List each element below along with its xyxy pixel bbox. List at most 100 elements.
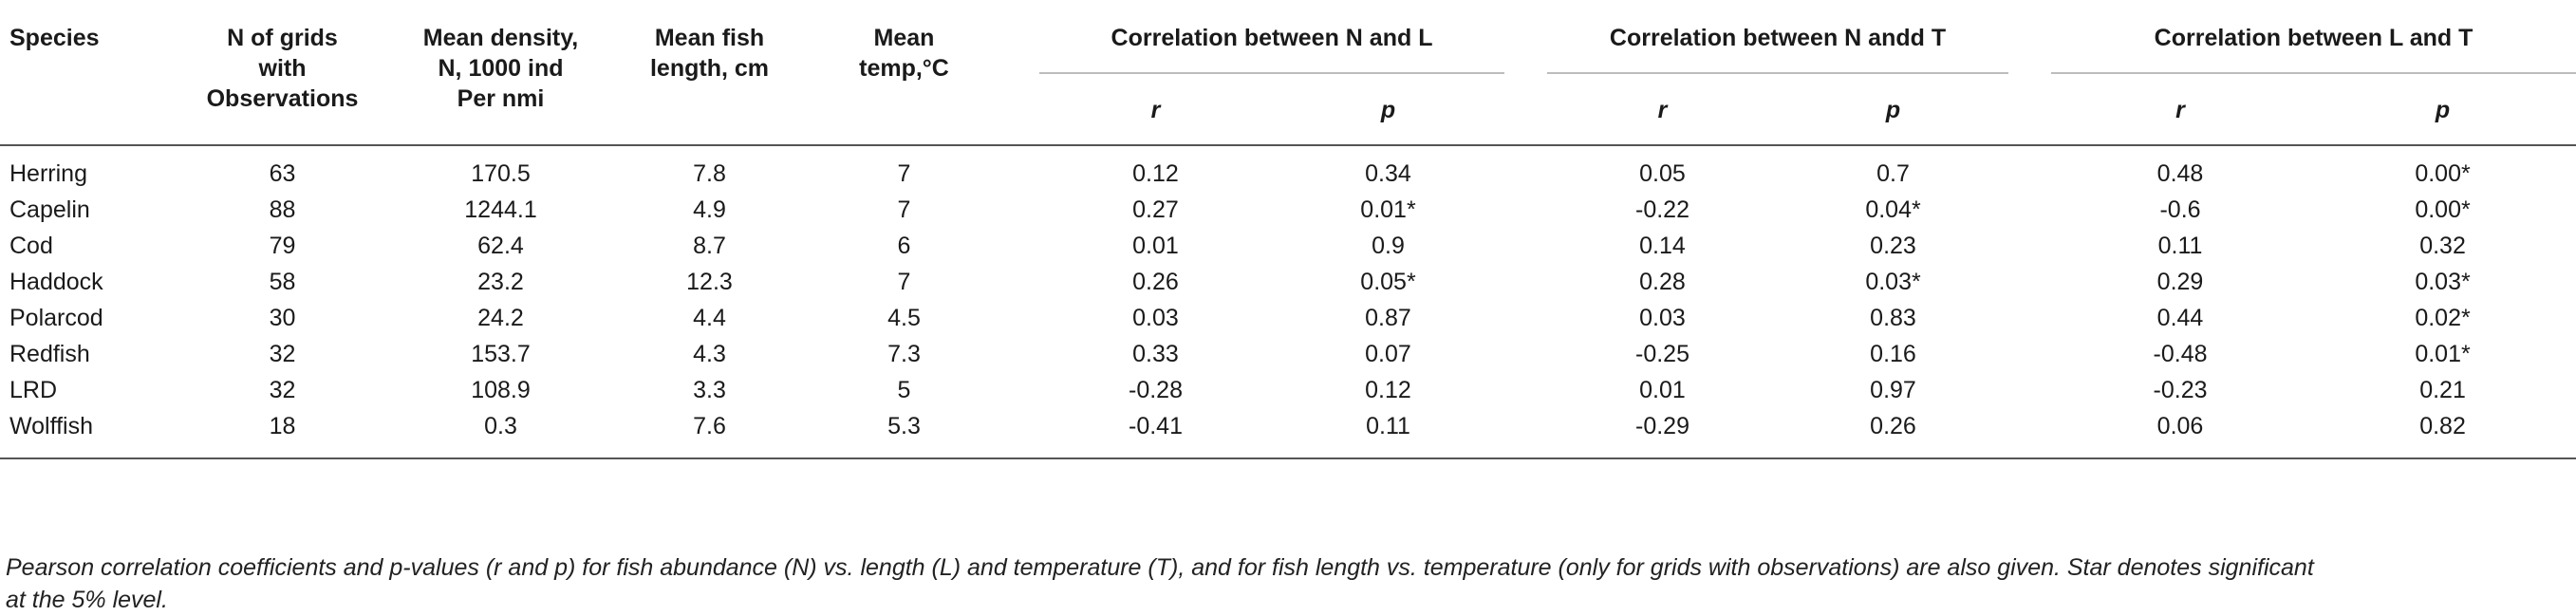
cell-nt-p: 0.03* <box>1865 269 1921 295</box>
cell-nl-r: 0.27 <box>1132 196 1179 223</box>
cell-nl-r: -0.28 <box>1129 377 1183 403</box>
cell-lt-p: 0.01* <box>2415 341 2471 367</box>
header-corr-n-l: Correlation between N and L <box>1111 25 1433 51</box>
cell-nt-p: 0.16 <box>1870 341 1916 367</box>
cell-nt-r: 0.03 <box>1639 305 1686 331</box>
header-lt-r: r <box>2175 97 2185 123</box>
cell-nt-r: -0.22 <box>1635 196 1689 223</box>
cell-lt-r: -0.48 <box>2153 341 2208 367</box>
cell-n-grids: 30 <box>269 305 296 331</box>
cell-n-grids: 58 <box>269 269 296 295</box>
cell-mean-length: 4.4 <box>693 305 726 331</box>
table-row: Haddock 58 23.2 12.3 7 0.26 0.05* 0.28 0.03* 0.29… <box>0 264 2576 300</box>
cell-mean-density: 0.3 <box>484 413 517 439</box>
table-row: LRD 32 108.9 3.3 5 -0.28 0.12 0.01 0.97 -0.23 0.21 <box>0 372 2576 408</box>
cell-mean-density: 62.4 <box>477 233 524 259</box>
cell-species: Herring <box>9 160 87 187</box>
cell-nl-r: 0.03 <box>1132 305 1179 331</box>
header-mean-length: Mean fish length, cm <box>649 25 769 82</box>
header-species: Species <box>9 25 100 51</box>
header-corr-n-t: Correlation between N andd T <box>1609 25 1947 51</box>
table-row: Herring 63 170.5 7.8 7 0.12 0.34 0.05 0.7 0.48 0.0… <box>0 145 2576 192</box>
table-row: Polarcod 30 24.2 4.4 4.5 0.03 0.87 0.03 0.83 0.44… <box>0 300 2576 336</box>
cell-nt-r: 0.14 <box>1639 233 1686 259</box>
cell-species: Haddock <box>9 269 103 295</box>
cell-n-grids: 32 <box>269 377 296 403</box>
cell-lt-p: 0.32 <box>2419 233 2466 259</box>
cell-mean-temp: 7 <box>897 160 911 187</box>
cell-lt-r: 0.48 <box>2156 160 2204 187</box>
cell-nt-p: 0.04* <box>1865 196 1921 223</box>
cell-nl-r: 0.12 <box>1132 160 1179 187</box>
cell-lt-r: -0.6 <box>2159 196 2201 223</box>
cell-n-grids: 18 <box>269 413 296 439</box>
cell-nl-r: 0.26 <box>1132 269 1179 295</box>
cell-mean-temp: 5.3 <box>887 413 921 439</box>
table-row: Wolffish 18 0.3 7.6 5.3 -0.41 0.11 -0.29 0.26 0.0… <box>0 408 2576 444</box>
table-body: Herring 63 170.5 7.8 7 0.12 0.34 0.05 0.7 0.48 0.0… <box>0 145 2576 459</box>
table-header: Species N of grids with Observations Mea… <box>0 0 2576 146</box>
header-n-grids: N of grids with Observations <box>206 25 359 112</box>
cell-mean-density: 108.9 <box>471 377 531 403</box>
cell-nt-p: 0.7 <box>1876 160 1910 187</box>
cell-n-grids: 63 <box>269 160 296 187</box>
cell-lt-r: -0.23 <box>2153 377 2208 403</box>
cell-species: Cod <box>9 233 53 259</box>
cell-nt-r: -0.29 <box>1635 413 1689 439</box>
cell-mean-length: 7.6 <box>693 413 726 439</box>
cell-mean-temp: 7.3 <box>887 341 921 367</box>
cell-nl-p: 0.05* <box>1360 269 1416 295</box>
cell-lt-p: 0.03* <box>2415 269 2471 295</box>
cell-nt-r: 0.28 <box>1639 269 1686 295</box>
cell-n-grids: 88 <box>269 196 296 223</box>
cell-n-grids: 32 <box>269 341 296 367</box>
cell-nt-p: 0.83 <box>1870 305 1916 331</box>
cell-nt-r: -0.25 <box>1635 341 1689 367</box>
cell-species: LRD <box>9 377 58 403</box>
cell-lt-r: 0.29 <box>2156 269 2204 295</box>
cell-lt-p: 0.00* <box>2415 160 2471 187</box>
cell-nl-p: 0.9 <box>1372 233 1405 259</box>
cell-nl-r: -0.41 <box>1129 413 1183 439</box>
cell-mean-density: 170.5 <box>471 160 531 187</box>
cell-lt-p: 0.02* <box>2415 305 2471 331</box>
cell-nl-p: 0.07 <box>1365 341 1411 367</box>
cell-species: Capelin <box>9 196 90 223</box>
cell-mean-temp: 7 <box>897 196 911 223</box>
cell-species: Redfish <box>9 341 90 367</box>
cell-nl-p: 0.01* <box>1360 196 1416 223</box>
cell-nl-p: 0.12 <box>1365 377 1411 403</box>
cell-lt-p: 0.82 <box>2419 413 2466 439</box>
cell-mean-length: 7.8 <box>693 160 726 187</box>
cell-nl-r: 0.01 <box>1132 233 1179 259</box>
cell-nt-p: 0.23 <box>1870 233 1916 259</box>
cell-lt-r: 0.11 <box>2157 233 2203 259</box>
cell-nt-p: 0.97 <box>1870 377 1916 403</box>
header-nl-p: p <box>1380 97 1396 123</box>
cell-mean-length: 3.3 <box>693 377 726 403</box>
cell-mean-density: 153.7 <box>471 341 531 367</box>
cell-nl-p: 0.87 <box>1365 305 1411 331</box>
cell-mean-length: 12.3 <box>686 269 733 295</box>
cell-mean-temp: 5 <box>897 377 911 403</box>
cell-nl-p: 0.34 <box>1365 160 1411 187</box>
cell-nt-r: 0.05 <box>1639 160 1686 187</box>
table-row: Cod 79 62.4 8.7 6 0.01 0.9 0.14 0.23 0.11 0.32 <box>0 228 2576 264</box>
header-mean-density: Mean density, N, 1000 ind Per nmi <box>422 25 579 112</box>
cell-n-grids: 79 <box>269 233 296 259</box>
table-caption-line1: Pearson correlation coefficients and p-v… <box>6 554 2314 581</box>
cell-lt-p: 0.00* <box>2415 196 2471 223</box>
table-row: Redfish 32 153.7 4.3 7.3 0.33 0.07 -0.25 0.16 -0.… <box>0 336 2576 372</box>
cell-species: Polarcod <box>9 305 103 331</box>
cell-mean-temp: 4.5 <box>887 305 921 331</box>
cell-mean-density: 24.2 <box>477 305 524 331</box>
table-caption-line2: at the 5% level. <box>6 587 168 613</box>
cell-nt-r: 0.01 <box>1639 377 1686 403</box>
cell-mean-density: 1244.1 <box>464 196 537 223</box>
header-mean-temp: Mean temp,°C <box>859 25 949 82</box>
cell-lt-r: 0.44 <box>2156 305 2204 331</box>
cell-mean-length: 4.3 <box>693 341 726 367</box>
cell-lt-r: 0.06 <box>2156 413 2204 439</box>
header-nt-p: p <box>1885 97 1901 123</box>
